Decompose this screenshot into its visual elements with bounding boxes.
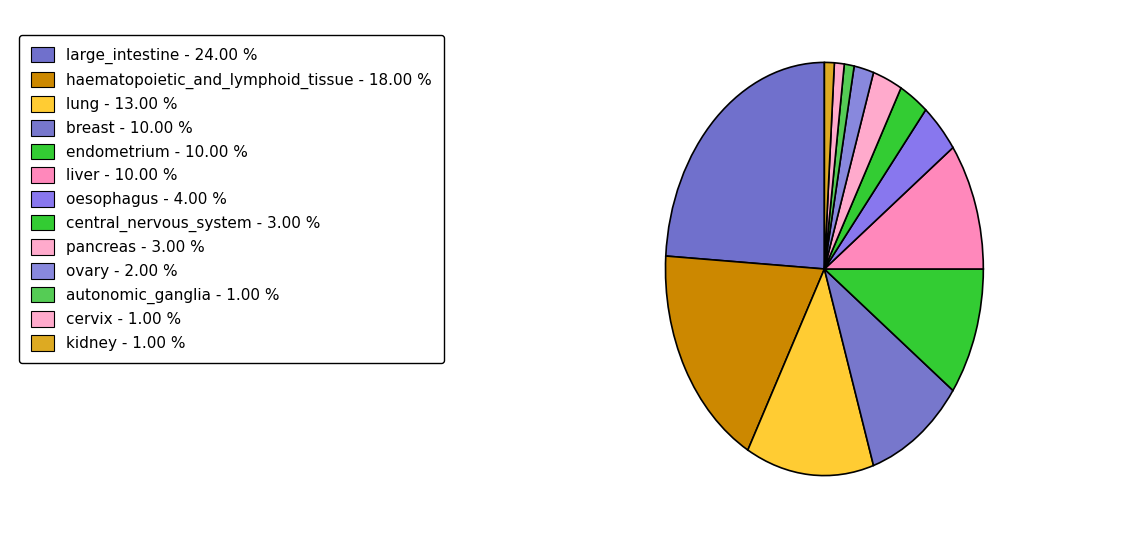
- Wedge shape: [824, 63, 844, 269]
- Legend: large_intestine - 24.00 %, haematopoietic_and_lymphoid_tissue - 18.00 %, lung - : large_intestine - 24.00 %, haematopoieti…: [19, 34, 444, 363]
- Wedge shape: [824, 66, 874, 269]
- Wedge shape: [665, 62, 824, 269]
- Wedge shape: [824, 110, 953, 269]
- Wedge shape: [824, 269, 953, 465]
- Wedge shape: [824, 73, 901, 269]
- Wedge shape: [665, 256, 824, 450]
- Wedge shape: [824, 88, 925, 269]
- Wedge shape: [748, 269, 874, 476]
- Wedge shape: [824, 62, 835, 269]
- Wedge shape: [824, 147, 984, 269]
- Wedge shape: [824, 64, 854, 269]
- Wedge shape: [824, 269, 984, 391]
